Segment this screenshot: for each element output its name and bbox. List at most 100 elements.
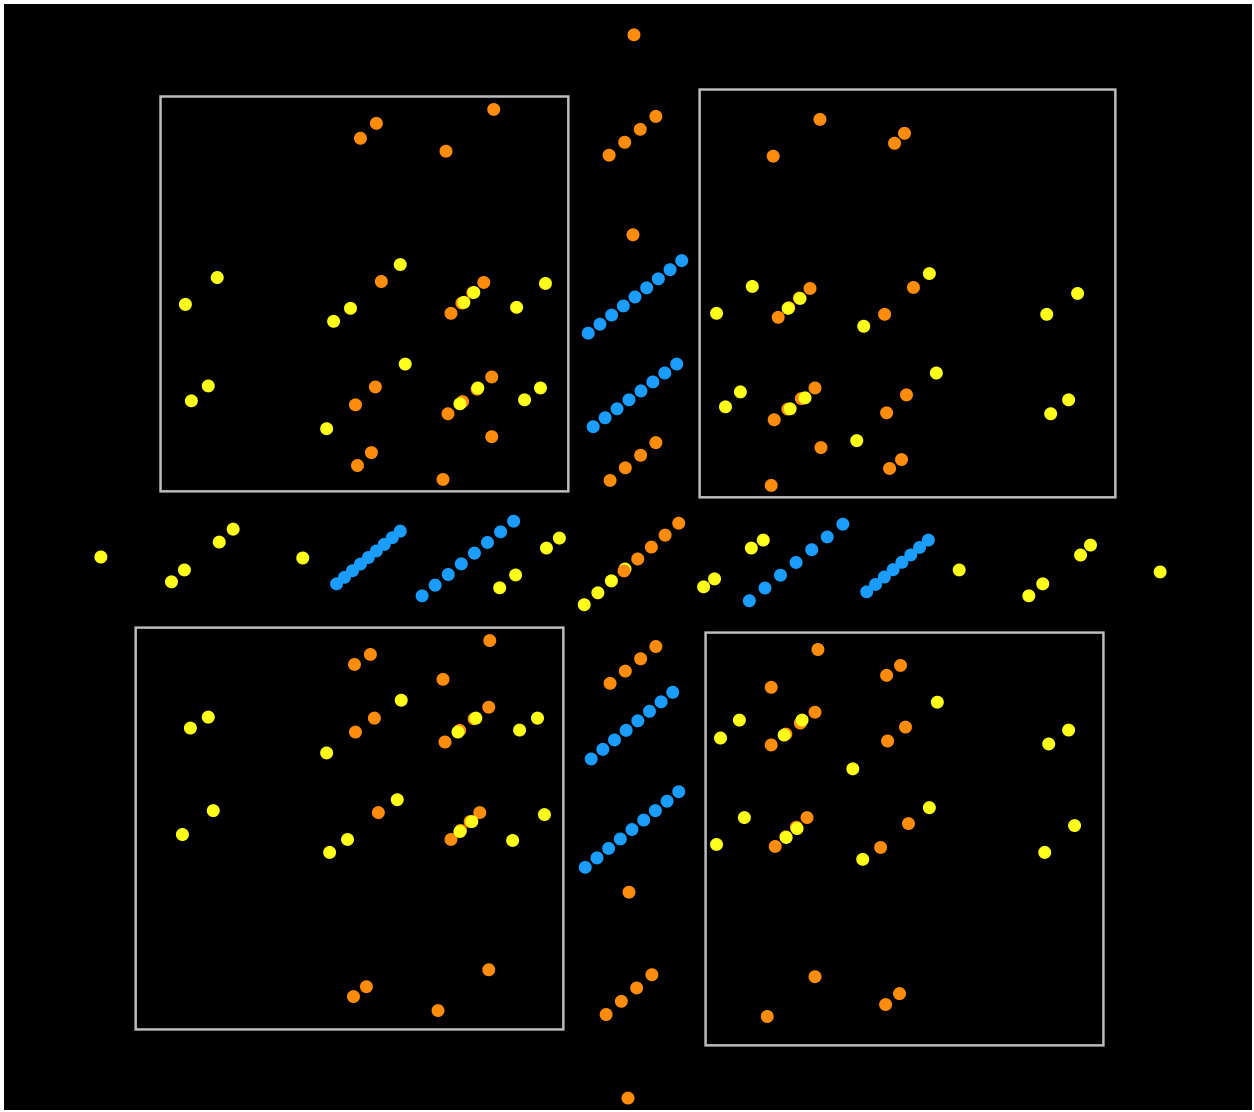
yellow-dot bbox=[510, 301, 523, 314]
blue-dot bbox=[652, 272, 665, 285]
blue-dot bbox=[611, 402, 624, 415]
orange-dot bbox=[442, 407, 455, 420]
blue-dot bbox=[631, 714, 644, 727]
blue-dot bbox=[670, 358, 683, 371]
yellow-dot bbox=[176, 828, 189, 841]
yellow-dot bbox=[391, 793, 404, 806]
orange-dot bbox=[604, 474, 617, 487]
yellow-dot bbox=[227, 523, 240, 536]
yellow-dot bbox=[202, 711, 215, 724]
yellow-dot bbox=[1062, 393, 1075, 406]
blue-dot bbox=[585, 752, 598, 765]
orange-dot bbox=[672, 517, 685, 530]
blue-dot bbox=[637, 814, 650, 827]
blue-dot bbox=[468, 547, 481, 560]
orange-dot bbox=[348, 658, 361, 671]
yellow-dot bbox=[539, 277, 552, 290]
yellow-dot bbox=[734, 385, 747, 398]
blue-dot bbox=[481, 536, 494, 549]
blue-dot bbox=[758, 582, 771, 595]
blue-dot bbox=[836, 518, 849, 531]
yellow-dot bbox=[553, 532, 566, 545]
blue-dot bbox=[626, 823, 639, 836]
yellow-dot bbox=[757, 534, 770, 547]
blue-dot bbox=[821, 530, 834, 543]
yellow-dot bbox=[778, 729, 791, 742]
blue-dot bbox=[634, 384, 647, 397]
blue-dot bbox=[494, 525, 507, 538]
yellow-dot bbox=[341, 833, 354, 846]
blue-dot bbox=[416, 589, 429, 602]
orange-dot bbox=[812, 643, 825, 656]
orange-dot bbox=[880, 406, 893, 419]
yellow-dot bbox=[850, 434, 863, 447]
dot-pattern-canvas bbox=[4, 4, 1252, 1110]
yellow-dot bbox=[1084, 539, 1097, 552]
yellow-dot bbox=[738, 811, 751, 824]
yellow-dot bbox=[493, 581, 506, 594]
orange-dot bbox=[432, 1004, 445, 1017]
orange-dot bbox=[354, 132, 367, 145]
frame-4 bbox=[706, 633, 1104, 1046]
yellow-dot bbox=[923, 801, 936, 814]
blue-dot bbox=[922, 534, 935, 547]
blue-dot bbox=[614, 833, 627, 846]
yellow-dot bbox=[794, 292, 807, 305]
orange-dot bbox=[618, 564, 631, 577]
yellow-dot bbox=[780, 831, 793, 844]
yellow-dot bbox=[1038, 846, 1051, 859]
orange-dot bbox=[627, 228, 640, 241]
blue-dot bbox=[743, 594, 756, 607]
yellow-dot bbox=[1022, 589, 1035, 602]
orange-dot bbox=[600, 1008, 613, 1021]
blue-dot bbox=[617, 299, 630, 312]
blue-dot bbox=[655, 695, 668, 708]
yellow-dot bbox=[719, 400, 732, 413]
yellow-dot bbox=[796, 714, 809, 727]
blue-dot bbox=[587, 420, 600, 433]
blue-dot bbox=[608, 733, 621, 746]
orange-dot bbox=[900, 388, 913, 401]
blue-dot bbox=[649, 804, 662, 817]
yellow-dot bbox=[531, 712, 544, 725]
orange-dot bbox=[349, 398, 362, 411]
yellow-dot bbox=[513, 724, 526, 737]
yellow-dot bbox=[1036, 577, 1049, 590]
yellow-dot bbox=[399, 358, 412, 371]
orange-dot bbox=[483, 634, 496, 647]
orange-dot bbox=[801, 811, 814, 824]
orange-dot bbox=[907, 281, 920, 294]
yellow-dot bbox=[471, 381, 484, 394]
orange-dot bbox=[893, 987, 906, 1000]
blue-dot bbox=[661, 795, 674, 808]
orange-dot bbox=[881, 735, 894, 748]
orange-dot bbox=[809, 381, 822, 394]
orange-dot bbox=[628, 28, 641, 41]
yellow-dot bbox=[509, 568, 522, 581]
orange-dot bbox=[437, 673, 450, 686]
orange-dot bbox=[440, 145, 453, 158]
yellow-dot bbox=[320, 422, 333, 435]
yellow-dot bbox=[1074, 549, 1087, 562]
yellow-dot bbox=[930, 367, 943, 380]
orange-dot bbox=[649, 110, 662, 123]
orange-dot bbox=[895, 453, 908, 466]
orange-dot bbox=[623, 886, 636, 899]
orange-dot bbox=[804, 282, 817, 295]
orange-dot bbox=[767, 150, 780, 163]
orange-dot bbox=[768, 413, 781, 426]
orange-dot bbox=[364, 648, 377, 661]
yellow-dot bbox=[953, 563, 966, 576]
orange-dot bbox=[485, 371, 498, 384]
yellow-dot bbox=[1068, 819, 1081, 832]
orange-dot bbox=[604, 677, 617, 690]
yellow-dot bbox=[320, 746, 333, 759]
orange-dot bbox=[813, 113, 826, 126]
yellow-dot bbox=[605, 574, 618, 587]
orange-dot bbox=[485, 430, 498, 443]
yellow-dot bbox=[323, 846, 336, 859]
blue-dot bbox=[790, 556, 803, 569]
blue-dot bbox=[394, 525, 407, 538]
orange-dot bbox=[360, 980, 373, 993]
blue-dot bbox=[593, 318, 606, 331]
